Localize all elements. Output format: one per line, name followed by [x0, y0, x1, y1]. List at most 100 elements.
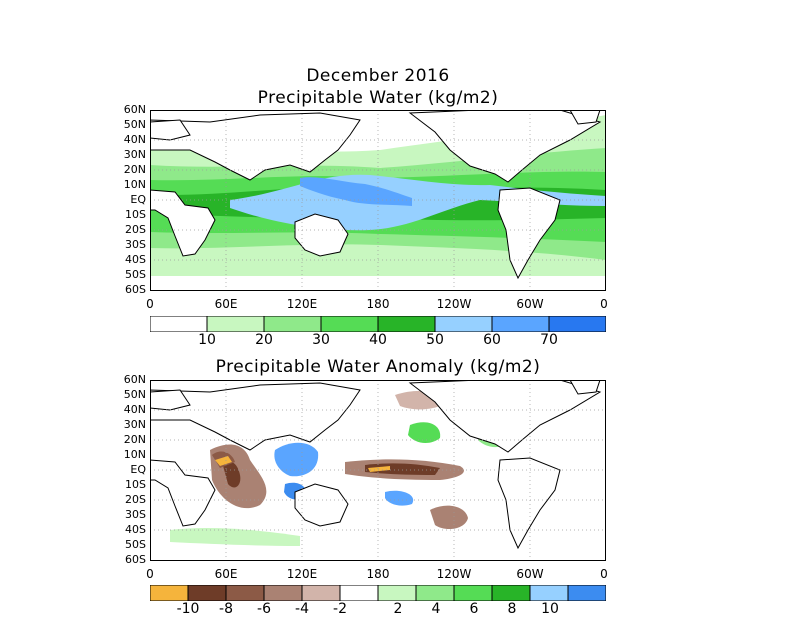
top-title-line1: December 2016	[306, 66, 450, 86]
lat-label: 10N	[123, 448, 146, 461]
greenland-outline	[569, 110, 601, 125]
lat-label: 40S	[125, 523, 146, 536]
lon-label: 0	[146, 567, 154, 581]
asia-outline	[150, 382, 361, 451]
lon-label: 0	[600, 297, 608, 311]
colorbar-swatch	[567, 585, 606, 601]
lat-label: 30N	[123, 148, 146, 161]
colorbar-label: 4	[431, 601, 441, 617]
australia-outline	[294, 213, 349, 257]
europe-outline	[150, 119, 191, 141]
lat-label: 60S	[125, 553, 146, 566]
colorbar-swatch	[206, 316, 265, 332]
bottom-grid	[150, 380, 606, 561]
colorbar-label: -8	[219, 601, 233, 617]
lat-label: 20N	[123, 433, 146, 446]
colorbar-label: 10	[198, 332, 216, 348]
lat-label: 60N	[123, 373, 146, 386]
top-grid	[150, 110, 606, 291]
anomaly-wet-south-pacific	[385, 490, 414, 506]
africa-outline	[150, 189, 216, 257]
anomaly-extreme-dry-indian	[215, 456, 232, 466]
lat-label: EQ	[130, 463, 146, 476]
colorbar-swatch	[263, 585, 303, 601]
anomaly-extreme-dry-pacific	[368, 466, 390, 472]
greenland-outline	[569, 380, 601, 395]
colorbar-label: -10	[176, 601, 200, 617]
colorbar-swatch	[150, 585, 189, 601]
lon-label: 60W	[516, 567, 544, 581]
lon-label: 60E	[214, 297, 238, 311]
colorbar-label: 10	[541, 601, 559, 617]
colorbar-label: 50	[426, 332, 444, 348]
lat-label: 50N	[123, 118, 146, 131]
colorbar-label: 40	[369, 332, 387, 348]
colorbar-swatch	[225, 585, 265, 601]
lat-label: 30N	[123, 418, 146, 431]
lat-label: 50N	[123, 388, 146, 401]
europe-outline	[150, 389, 191, 411]
colorbar-label: 70	[540, 332, 558, 348]
lat-label: EQ	[130, 193, 146, 206]
lat-label: 10N	[123, 178, 146, 191]
anomaly-wet-north-pacific	[408, 422, 441, 444]
colorbar-swatch	[263, 316, 322, 332]
colorbar-swatch	[491, 316, 550, 332]
top-map	[150, 110, 606, 291]
lon-label: 120W	[436, 567, 472, 581]
lon-label: 0	[146, 297, 154, 311]
colorbar-label: 30	[312, 332, 330, 348]
top-title-line2: Precipitable Water (kg/m2)	[257, 88, 499, 108]
anomaly-dry-south-pacific	[430, 505, 468, 530]
lat-label: 40N	[123, 403, 146, 416]
lon-label: 180	[366, 567, 390, 581]
colorbar-label: 6	[469, 601, 479, 617]
lat-label: 20S	[125, 493, 146, 506]
lat-label: 50S	[125, 268, 146, 281]
colorbar-swatch	[150, 316, 208, 332]
colorbar-swatch	[377, 585, 417, 601]
pw-band-60-70	[300, 177, 412, 206]
anomaly-wet-south-indian	[170, 527, 300, 546]
africa-outline	[150, 459, 216, 527]
lat-label: 30S	[125, 238, 146, 251]
bottom-colorbar	[150, 585, 606, 601]
colorbar-swatch	[491, 585, 531, 601]
colorbar-label: 2	[393, 601, 403, 617]
colorbar-swatch	[434, 316, 493, 332]
australia-outline	[294, 483, 349, 527]
lat-label: 50S	[125, 538, 146, 551]
bottom-map	[150, 380, 606, 561]
south-america-outline	[497, 187, 561, 280]
colorbar-label: -6	[257, 601, 271, 617]
colorbar-label: 20	[255, 332, 273, 348]
anomaly-wet-maritime-continent	[274, 442, 319, 477]
lon-label: 60W	[516, 297, 544, 311]
lat-label: 10S	[125, 208, 146, 221]
lat-label: 40N	[123, 133, 146, 146]
colorbar-label: 60	[483, 332, 501, 348]
lat-label: 60S	[125, 283, 146, 296]
colorbar-swatch	[301, 585, 341, 601]
colorbar-label: -4	[295, 601, 309, 617]
lat-label: 10S	[125, 478, 146, 491]
lon-label: 120E	[286, 567, 318, 581]
lat-label: 60N	[123, 103, 146, 116]
colorbar-swatch	[320, 316, 379, 332]
colorbar-swatch	[415, 585, 455, 601]
lat-label: 20S	[125, 223, 146, 236]
lon-label: 0	[600, 567, 608, 581]
anomaly-dry-central-pacific-core	[365, 463, 440, 475]
lon-label: 120W	[436, 297, 472, 311]
lat-label: 40S	[125, 253, 146, 266]
lat-label: 30S	[125, 508, 146, 521]
colorbar-swatch	[377, 316, 436, 332]
top-colorbar	[150, 316, 606, 332]
bottom-title: Precipitable Water Anomaly (kg/m2)	[215, 357, 541, 377]
colorbar-swatch	[339, 585, 379, 601]
colorbar-swatch	[453, 585, 493, 601]
anomaly-dry-indian-ocean-core	[222, 460, 241, 488]
lon-label: 120E	[286, 297, 318, 311]
lat-label: 20N	[123, 163, 146, 176]
colorbar-label: 8	[507, 601, 517, 617]
